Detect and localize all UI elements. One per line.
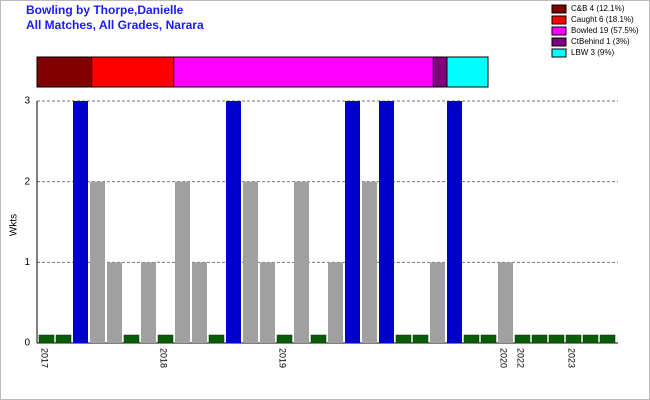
- bar: [107, 262, 122, 343]
- legend-swatch: [551, 15, 567, 25]
- bar: [498, 262, 513, 343]
- bar: [310, 334, 327, 344]
- bar: [531, 334, 548, 344]
- bar: [345, 101, 360, 343]
- y-tick-label: 3: [24, 96, 30, 107]
- bar: [362, 181, 377, 343]
- bar: [379, 101, 394, 343]
- bar: [243, 181, 258, 343]
- bar: [157, 334, 174, 344]
- y-tick-label: 2: [24, 176, 30, 187]
- y-axis-label: Wkts: [9, 214, 20, 236]
- bar: [514, 334, 531, 344]
- bar: [328, 262, 343, 343]
- bar: [463, 334, 480, 344]
- legend-swatch: [551, 48, 567, 58]
- breakdown-segment: [173, 56, 434, 88]
- legend-label: CtBehind 1 (3%): [571, 37, 630, 46]
- y-tick-label: 0: [24, 338, 30, 349]
- bar: [90, 181, 105, 343]
- bar: [395, 334, 412, 344]
- legend-swatch: [551, 4, 567, 14]
- legend-label: Caught 6 (18.1%): [571, 15, 634, 24]
- bar: [123, 334, 140, 344]
- chart-subtitle: All Matches, All Grades, Narara: [26, 18, 204, 32]
- x-tick-label: 2017: [40, 348, 50, 368]
- breakdown-segment: [36, 56, 93, 88]
- bar: [141, 262, 156, 343]
- bar: [276, 334, 293, 344]
- bar: [38, 334, 55, 344]
- bar: [599, 334, 616, 344]
- bar: [480, 334, 497, 344]
- chart-title: Bowling by Thorpe,Danielle: [26, 3, 184, 17]
- bar: [430, 262, 445, 343]
- bar: [208, 334, 225, 344]
- bar: [582, 334, 599, 344]
- x-tick-label: 2020: [499, 348, 509, 368]
- bar: [412, 334, 429, 344]
- bar: [260, 262, 275, 343]
- legend-label: C&B 4 (12.1%): [571, 4, 625, 13]
- bar: [565, 334, 582, 344]
- bar: [548, 334, 565, 344]
- x-tick-label: 2019: [278, 348, 288, 368]
- bar: [447, 101, 462, 343]
- bar: [192, 262, 207, 343]
- breakdown-segment: [91, 56, 175, 88]
- bar: [55, 334, 72, 344]
- legend-label: Bowled 19 (57.5%): [571, 26, 639, 35]
- breakdown-segment: [446, 56, 489, 88]
- bar: [175, 181, 190, 343]
- y-tick-label: 1: [24, 257, 30, 268]
- legend-swatch: [551, 37, 567, 47]
- bar: [294, 181, 309, 343]
- x-tick-label: 2023: [567, 348, 577, 368]
- legend-label: LBW 3 (9%): [571, 48, 614, 57]
- bar: [226, 101, 241, 343]
- bar: [73, 101, 88, 343]
- legend-swatch: [551, 26, 567, 36]
- x-tick-label: 2018: [159, 348, 169, 368]
- breakdown-segment: [432, 56, 448, 88]
- x-tick-label: 2022: [516, 348, 526, 368]
